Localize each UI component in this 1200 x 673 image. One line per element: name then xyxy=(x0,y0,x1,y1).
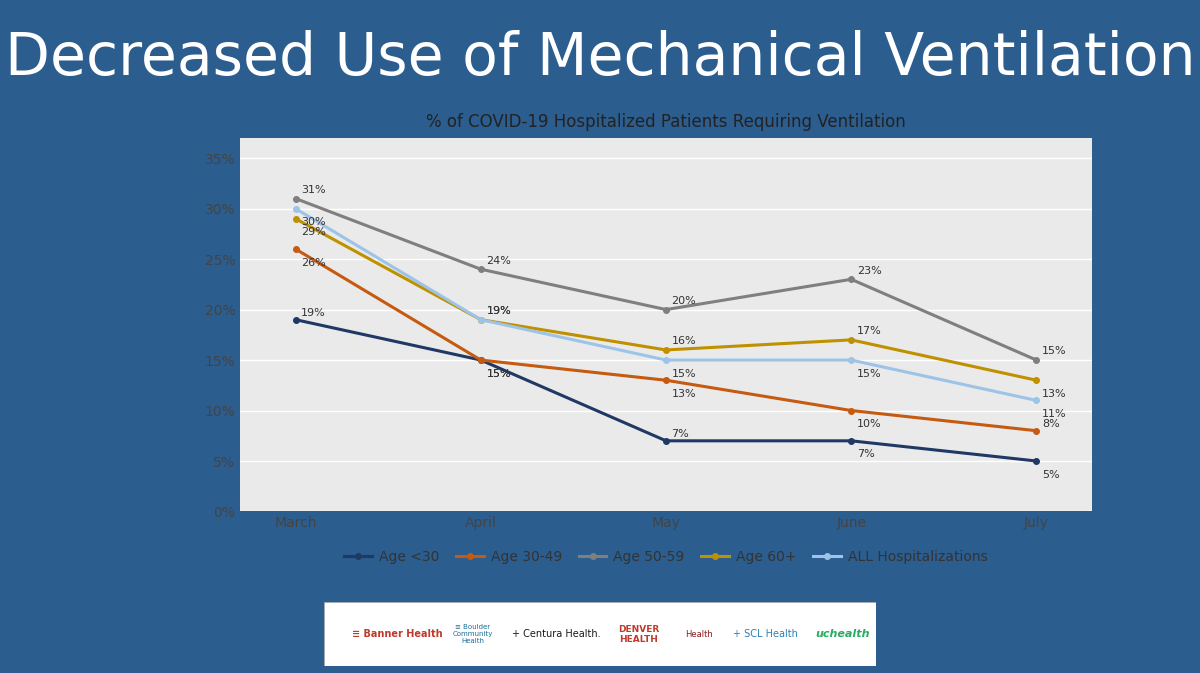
Text: Decreased Use of Mechanical Ventilation: Decreased Use of Mechanical Ventilation xyxy=(5,30,1195,87)
Text: ≡ Boulder
Community
Health: ≡ Boulder Community Health xyxy=(452,625,493,644)
Text: 30%: 30% xyxy=(301,217,325,227)
Text: DENVER
HEALTH: DENVER HEALTH xyxy=(618,625,659,644)
Text: uchealth: uchealth xyxy=(816,629,870,639)
Text: 15%: 15% xyxy=(857,369,881,379)
Text: 15%: 15% xyxy=(672,369,696,379)
Text: 19%: 19% xyxy=(486,306,511,316)
Text: 31%: 31% xyxy=(301,185,325,195)
Text: 19%: 19% xyxy=(301,308,326,318)
Text: Health: Health xyxy=(685,630,713,639)
Text: 7%: 7% xyxy=(672,429,689,439)
Text: 26%: 26% xyxy=(301,258,326,268)
Text: 17%: 17% xyxy=(857,326,882,336)
Text: 20%: 20% xyxy=(672,296,696,306)
Text: 7%: 7% xyxy=(857,450,875,460)
Text: 11%: 11% xyxy=(1042,409,1067,419)
Text: 16%: 16% xyxy=(672,336,696,347)
Text: + Centura Health.: + Centura Health. xyxy=(511,629,600,639)
Text: + SCL Health: + SCL Health xyxy=(733,629,798,639)
Text: 24%: 24% xyxy=(486,256,511,266)
Text: 15%: 15% xyxy=(486,369,511,379)
Text: 13%: 13% xyxy=(1042,389,1067,399)
Text: ≡ Banner Health: ≡ Banner Health xyxy=(352,629,443,639)
Text: 29%: 29% xyxy=(301,227,326,238)
Text: 23%: 23% xyxy=(857,266,882,276)
Text: 19%: 19% xyxy=(486,306,511,316)
Legend: Age <30, Age 30-49, Age 50-59, Age 60+, ALL Hospitalizations: Age <30, Age 30-49, Age 50-59, Age 60+, … xyxy=(338,544,994,570)
Text: 5%: 5% xyxy=(1042,470,1060,480)
Text: 13%: 13% xyxy=(672,389,696,399)
Text: 15%: 15% xyxy=(486,369,511,379)
Text: 10%: 10% xyxy=(857,419,881,429)
Title: % of COVID-19 Hospitalized Patients Requiring Ventilation: % of COVID-19 Hospitalized Patients Requ… xyxy=(426,113,906,131)
Text: 8%: 8% xyxy=(1042,419,1060,429)
FancyBboxPatch shape xyxy=(324,602,876,666)
Text: 15%: 15% xyxy=(1042,347,1067,357)
